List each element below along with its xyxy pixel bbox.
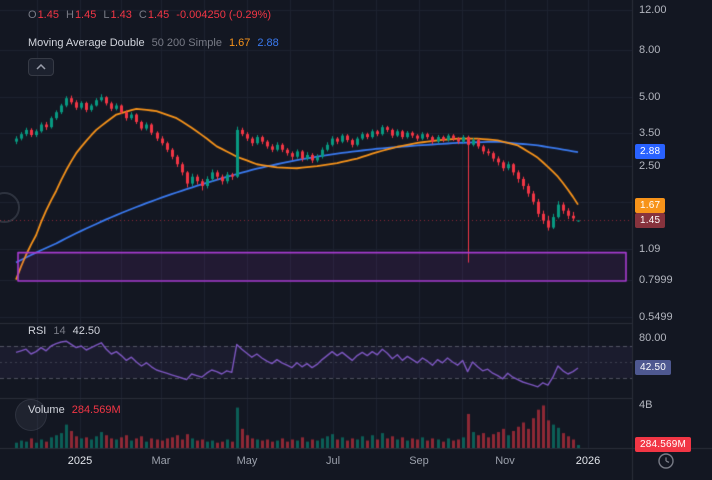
open-label: O (28, 9, 37, 21)
time-axis-label-Nov: Nov (495, 455, 515, 467)
high-pair: H 1.45 (66, 8, 96, 22)
price-axis-label: 0.7999 (639, 274, 673, 286)
rsi-indicator-legend[interactable]: RSI 14 42.50 (28, 324, 100, 338)
high-label: H (65, 9, 74, 21)
price-badge-1.45: 1.45 (635, 213, 666, 228)
volume-title: Volume (28, 404, 65, 416)
ma50-value: 1.67 (228, 37, 251, 49)
price-badge-1.67: 1.67 (635, 198, 666, 213)
time-scale[interactable]: 2025 Mar May Jul Sep Nov 2026 (0, 448, 632, 480)
time-axis-label-Sep: Sep (409, 455, 429, 467)
price-axis-label: 1.09 (639, 243, 661, 255)
price-axis-label: 5.00 (639, 91, 661, 103)
time-axis-label-May: May (236, 455, 258, 467)
rsi-axis-label: 80.00 (639, 332, 667, 344)
price-axis-label: 3.50 (639, 127, 661, 139)
timezone-clock-icon[interactable] (657, 452, 675, 470)
ma-indicator-legend[interactable]: Moving Average Double 50 200 Simple 1.67… (28, 36, 279, 50)
price-axis-label: 8.00 (639, 44, 661, 56)
time-axis-label-Mar: Mar (151, 455, 171, 467)
price-axis-label: 12.00 (639, 4, 667, 16)
price-scale[interactable]: 12.00 8.00 5.00 3.50 2.50 1.09 0.7999 0.5499 80.… (632, 0, 712, 480)
price-badge-2.88: 2.88 (635, 144, 666, 159)
tradingview-logo-watermark (15, 399, 47, 431)
rsi-value: 42.50 (72, 325, 101, 337)
close-label: C (138, 9, 147, 21)
price-axis-label: 0.5499 (639, 311, 673, 323)
rsi-badge: 42.50 (635, 360, 672, 375)
close-value: 1.45 (147, 9, 170, 21)
time-axis-label-2026: 2026 (575, 455, 601, 467)
high-value: 1.45 (74, 9, 97, 21)
chevron-up-icon (36, 64, 46, 70)
volume-value: 284.569M (71, 404, 121, 416)
volume-axis-label: 4B (639, 399, 653, 411)
low-label: L (103, 9, 110, 21)
open-value: 1.45 (37, 9, 59, 21)
open-pair: O 1.45 (28, 8, 59, 22)
collapse-pane-button[interactable] (28, 58, 54, 76)
low-pair: L 1.43 (103, 8, 132, 22)
volume-indicator-legend[interactable]: Volume 284.569M (28, 403, 121, 417)
clock-icon (658, 453, 674, 469)
rsi-title: RSI (28, 325, 47, 337)
ma-indicator-params: 50 200 Simple (151, 37, 222, 49)
close-pair: C 1.45 (139, 8, 169, 22)
ohlc-legend[interactable]: O 1.45 H 1.45 L 1.43 C 1.45 -0.004250 (-0.29… (28, 8, 271, 22)
rsi-params: 14 (53, 325, 66, 337)
volume-badge: 284.569M (635, 437, 692, 452)
time-axis-label-Jul: Jul (325, 455, 341, 467)
low-value: 1.43 (110, 9, 132, 21)
ma200-value: 2.88 (257, 37, 279, 49)
time-axis-label-2025: 2025 (67, 455, 93, 467)
ma-indicator-title: Moving Average Double (28, 37, 145, 49)
change-value: -0.004250 (-0.29%) (176, 9, 272, 21)
price-axis-label: 2.50 (639, 160, 661, 172)
